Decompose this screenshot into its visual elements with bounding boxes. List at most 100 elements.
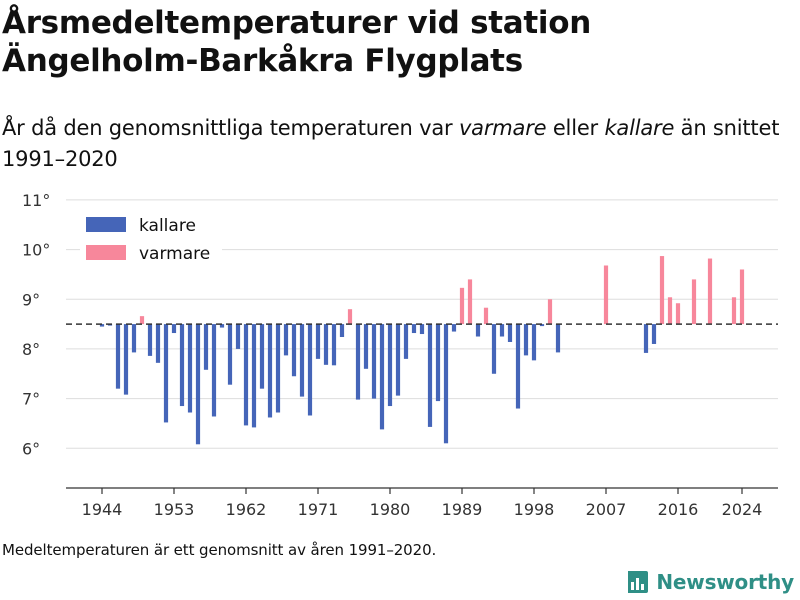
bar-1994 <box>499 324 505 337</box>
bar-1956 <box>195 324 201 445</box>
grid-layer: 6° 7° 8° 9° 10° 11° <box>22 191 778 458</box>
bar-1985 <box>427 324 433 427</box>
temperature-bar-chart: 6°7°8°9°10°11° 1944 1953 1962 1971 1980 1989 1… <box>22 191 778 519</box>
subtitle-text-after: än snittet 1991–2020 <box>2 116 780 171</box>
chart-title: Årsmedeltemperaturer vid station Ängelho… <box>2 5 591 79</box>
bar-2012 <box>643 324 649 353</box>
subtitle-text-middle: eller <box>546 116 605 140</box>
subtitle-text-before: År då den genomsnittliga temperaturen va… <box>2 116 459 140</box>
legend-label-varmare: varmare <box>139 244 210 264</box>
x-tick-label: 1971 <box>298 500 339 519</box>
x-axis: 1944 1953 1962 1971 1980 1989 1998 2007 2016 2024 <box>66 487 778 519</box>
bar-1961 <box>235 324 241 349</box>
bar-2024 <box>739 269 745 325</box>
x-tick-label: 1998 <box>514 500 555 519</box>
bar-2000 <box>547 299 553 325</box>
x-tick-label: 1953 <box>154 500 195 519</box>
brand-name: Newsworthy <box>656 570 794 594</box>
legend-label-kallare: kallare <box>139 216 196 236</box>
bar-1944 <box>99 324 105 327</box>
bar-1984 <box>419 324 425 335</box>
bar-1966 <box>275 324 281 413</box>
bar-1998 <box>531 324 537 361</box>
bar-1964 <box>259 324 265 389</box>
x-tick-label: 1980 <box>370 500 411 519</box>
y-tick-label: 7° <box>22 390 40 409</box>
bar-1953 <box>171 324 177 334</box>
bar-1980 <box>387 324 393 407</box>
y-tick-label: 10° <box>22 241 50 260</box>
bar-1978 <box>371 324 377 399</box>
bar-1993 <box>491 324 497 374</box>
newsworthy-logo[interactable]: Newsworthy <box>625 567 794 597</box>
x-tick-label: 2024 <box>722 500 763 519</box>
bar-1968 <box>291 324 297 377</box>
subtitle-warm-word: varmare <box>458 116 547 140</box>
bar-1975 <box>347 309 353 325</box>
subtitle-cold-word: kallare <box>604 116 675 140</box>
bar-1982 <box>403 324 409 359</box>
bar-1973 <box>331 324 337 366</box>
bar-1981 <box>395 324 401 396</box>
legend-swatch-kallare <box>86 217 126 232</box>
bar-1954 <box>179 324 185 407</box>
bar-1952 <box>163 324 169 423</box>
bar-1963 <box>251 324 257 428</box>
bar-1965 <box>267 324 273 418</box>
bar-1976 <box>355 324 361 400</box>
bar-1960 <box>227 324 233 385</box>
bar-1958 <box>211 324 217 417</box>
bar-1974 <box>339 324 345 338</box>
bar-2020 <box>707 258 713 325</box>
x-tick-label: 1944 <box>82 500 123 519</box>
chart-legend: kallare varmare <box>80 208 222 270</box>
bar-1989 <box>459 287 465 325</box>
bar-1957 <box>203 324 209 370</box>
bar-1991 <box>475 324 481 337</box>
bar-1995 <box>507 324 513 342</box>
x-tick-label: 1989 <box>442 500 483 519</box>
bar-1950 <box>147 324 153 356</box>
bar-1992 <box>483 307 489 325</box>
bar-2013 <box>651 324 657 344</box>
bar-1999 <box>539 324 545 327</box>
bar-1996 <box>515 324 521 409</box>
bar-2023 <box>731 297 737 325</box>
bar-1947 <box>123 324 129 395</box>
bar-1962 <box>243 324 249 426</box>
bar-1979 <box>379 324 385 430</box>
bar-1972 <box>323 324 329 365</box>
x-tick-label: 2016 <box>658 500 699 519</box>
bar-2007 <box>603 265 609 325</box>
footnote: Medeltemperaturen är ett genomsnitt av å… <box>2 541 437 559</box>
bar-1955 <box>187 324 193 413</box>
bar-2018 <box>691 279 697 325</box>
y-tick-label: 11° <box>22 191 50 210</box>
bar-1969 <box>299 324 305 397</box>
bars-layer <box>99 256 745 445</box>
bar-1970 <box>307 324 313 416</box>
bar-1971 <box>315 324 321 359</box>
bar-2014 <box>659 256 665 325</box>
bar-1967 <box>283 324 289 356</box>
bar-2001 <box>555 324 561 353</box>
bar-1997 <box>523 324 529 356</box>
y-tick-label: 8° <box>22 340 40 359</box>
bar-1959 <box>219 324 225 328</box>
x-tick-label: 2007 <box>586 500 627 519</box>
legend-swatch-varmare <box>86 245 126 260</box>
y-tick-label: 6° <box>22 439 40 458</box>
bar-1951 <box>155 324 161 363</box>
x-tick-label: 1962 <box>226 500 267 519</box>
bar-1987 <box>443 324 449 444</box>
newsworthy-chart-logo-icon <box>628 571 649 593</box>
bar-2016 <box>675 303 681 325</box>
bar-1977 <box>363 324 369 369</box>
bar-1946 <box>115 324 121 389</box>
chart-subtitle: År då den genomsnittliga temperaturen va… <box>2 113 792 175</box>
bar-1990 <box>467 279 473 325</box>
bar-2015 <box>667 297 673 325</box>
bar-1983 <box>411 324 417 334</box>
y-tick-label: 9° <box>22 290 40 309</box>
bar-1949 <box>139 316 145 325</box>
